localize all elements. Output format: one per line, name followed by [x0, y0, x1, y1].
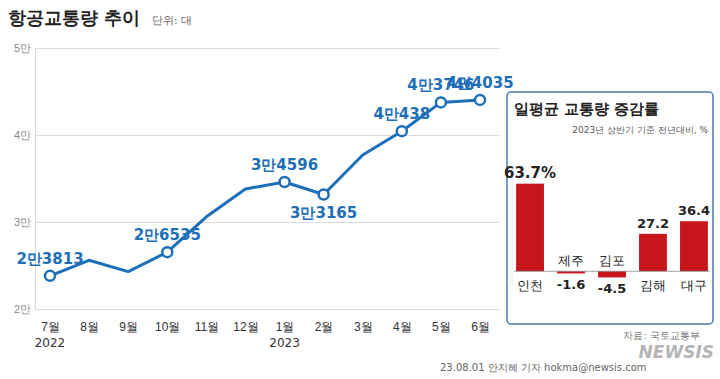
y-axis-line	[36, 49, 501, 310]
x-tick: 3월	[354, 320, 373, 334]
zero-line	[514, 271, 710, 272]
marker	[45, 271, 55, 281]
inset-frame	[507, 92, 713, 324]
marker	[475, 95, 485, 105]
plot-area	[45, 95, 485, 281]
marker	[436, 97, 446, 107]
x-tick-label: 3월	[354, 320, 373, 334]
chart-root: 항공교통량 추이 단위: 대 2만 3만 4만 5만 7월 8월 9월 10월 11월 12월 1월 2월…	[0, 0, 720, 379]
data-label: 4만4035	[446, 74, 513, 92]
x-tick: 8월	[80, 320, 99, 334]
credit: 23.08.01 안지혜 기자 hokma@newsis.com	[440, 362, 647, 373]
bar	[680, 221, 708, 271]
y-axis: 2만 3만 4만 5만	[14, 42, 500, 315]
year-label: 2022	[35, 336, 66, 350]
marker	[319, 189, 329, 199]
line	[50, 100, 480, 276]
x-tick: 9월	[119, 320, 138, 334]
x-tick: 11월	[195, 320, 219, 334]
category-label: 제주	[558, 253, 584, 268]
inset-bars	[516, 184, 708, 278]
data-label: 3만4596	[251, 156, 318, 174]
year-label: 2023	[269, 336, 300, 350]
x-tick: 5월	[432, 320, 451, 334]
category-label: 대구	[681, 278, 707, 293]
x-tick-label: 6월	[471, 320, 490, 334]
logo: NEWSIS	[639, 342, 714, 362]
data-label: 2만3813	[16, 250, 83, 268]
grid-line	[35, 48, 500, 49]
x-tick: 4월	[393, 320, 412, 334]
y-tick: 2만	[14, 303, 500, 315]
x-tick: 2월	[315, 320, 334, 334]
bar	[598, 271, 626, 277]
x-tick-label: 11월	[195, 320, 219, 334]
x-tick-label: 1월	[276, 320, 295, 334]
source: 자료: 국토교통부	[623, 330, 700, 341]
data-label: 27.2	[637, 216, 669, 231]
inset-subtitle: 2023년 상반기 기준 전년대비, %	[572, 125, 708, 135]
inset-title: 일평균 교통량 증감률	[514, 100, 659, 118]
title: 항공교통량 추이	[8, 7, 140, 28]
x-tick-label: 12월	[233, 320, 258, 334]
data-label: 2만6535	[134, 226, 201, 244]
data-label: -1.6	[557, 277, 585, 292]
x-tick-label: 8월	[80, 320, 99, 334]
marker	[280, 177, 290, 187]
y-tick-label: 4만	[14, 129, 31, 141]
data-labels: 2만38132만65353만45963만31654만4384만37464만403…	[16, 74, 513, 268]
bar	[639, 234, 667, 271]
grid-line	[35, 135, 500, 136]
x-tick-label: 2월	[315, 320, 334, 334]
marker	[397, 126, 407, 136]
x-axis: 7월 8월 9월 10월 11월 12월 1월 2월 3월 4월 5월 6월	[41, 310, 490, 334]
x-tick: 6월	[471, 320, 490, 334]
bar	[516, 184, 544, 272]
grid-line	[35, 222, 500, 223]
x-tick: 10월	[155, 320, 180, 334]
data-label: 3만3165	[290, 204, 357, 222]
data-label: -4.5	[598, 281, 626, 296]
x-tick-label: 5월	[432, 320, 451, 334]
category-label: 김포	[599, 253, 625, 268]
x-tick: 12월	[233, 320, 258, 334]
y-tick: 4만	[14, 129, 500, 141]
grid-line	[35, 309, 500, 310]
y-tick: 5만	[14, 42, 500, 54]
inset-labels: 인천 63.7% 제주 -1.6 김포 -4.5 김해 27.2 대구 36.4	[504, 164, 710, 297]
x-axis-line	[51, 309, 481, 310]
marker	[162, 247, 172, 257]
category-label: 인천	[517, 278, 543, 293]
category-label: 김해	[640, 278, 666, 293]
x-tick-label: 7월	[41, 320, 60, 334]
subtitle: 단위: 대	[152, 14, 192, 27]
x-tick-label: 10월	[155, 320, 180, 334]
y-tick: 3만	[14, 216, 500, 228]
inset-axis-line	[512, 175, 513, 285]
data-label: 63.7%	[504, 164, 556, 182]
data-label: 36.4	[678, 203, 710, 218]
y-tick-label: 2만	[14, 303, 31, 315]
x-tick: 1월	[276, 320, 295, 334]
x-tick-label: 4월	[393, 320, 412, 334]
data-label: 4만438	[373, 105, 430, 123]
x-tick: 7월	[41, 320, 60, 334]
y-tick-label: 3만	[14, 216, 31, 228]
y-tick-label: 5만	[14, 42, 31, 54]
x-tick-label: 9월	[119, 320, 138, 334]
